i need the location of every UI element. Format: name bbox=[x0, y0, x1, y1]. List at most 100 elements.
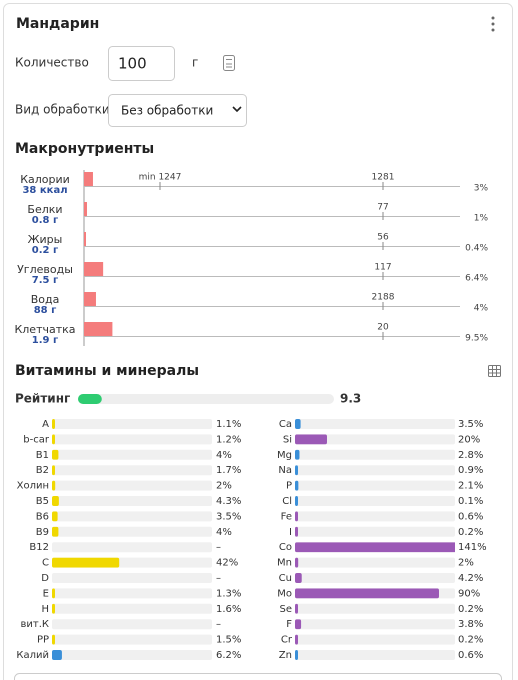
macro-amount: 0.2 г bbox=[32, 245, 58, 256]
rating-track bbox=[78, 394, 334, 404]
nutrient-name: H bbox=[41, 604, 49, 615]
nutrient-track bbox=[52, 434, 212, 445]
nutrient-percent: 3.5% bbox=[458, 419, 483, 430]
nutrient-bar bbox=[52, 449, 59, 460]
nutrient-percent: 3.5% bbox=[216, 511, 241, 522]
macros-title: Макронутриенты bbox=[15, 141, 154, 157]
nutrient-name: Mo bbox=[277, 588, 292, 599]
nutrient-track bbox=[295, 449, 455, 460]
macro-norm: 1281 bbox=[372, 173, 395, 183]
nutrient-percent: 2% bbox=[458, 558, 474, 569]
nutrient-percent: 0.2% bbox=[458, 604, 483, 615]
nutrient-name: B12 bbox=[29, 542, 49, 553]
nutrient-name: Холин bbox=[17, 481, 49, 492]
macro-name: Вода bbox=[31, 293, 60, 306]
calculator-icon[interactable] bbox=[223, 55, 235, 71]
macro-percent: 6.4% bbox=[465, 274, 488, 284]
nutrient-percent: – bbox=[216, 542, 221, 553]
macro-norm: 56 bbox=[377, 233, 389, 243]
nutrient-percent: 4.3% bbox=[216, 496, 241, 507]
nutrient-percent: 1.2% bbox=[216, 434, 241, 445]
nutrient-track bbox=[52, 573, 212, 583]
nutrient-percent: 2% bbox=[216, 481, 232, 492]
nutrient-bar bbox=[52, 434, 55, 445]
nutrient-name: вит.К bbox=[21, 619, 50, 630]
nutrient-name: D bbox=[41, 573, 49, 584]
nutrient-percent: 0.1% bbox=[458, 496, 483, 507]
amount-value: 100 bbox=[118, 55, 147, 73]
nutrient-name: A bbox=[42, 419, 49, 430]
macro-name: Углеводы bbox=[17, 263, 73, 276]
nutrient-track bbox=[295, 465, 455, 476]
macro-name: Калории bbox=[20, 173, 70, 186]
nutrient-percent: 1.6% bbox=[216, 604, 241, 615]
nutrient-name: F bbox=[286, 619, 292, 630]
nutrient-track bbox=[295, 573, 455, 583]
nutrient-bar bbox=[52, 496, 59, 506]
nutrient-track bbox=[52, 619, 212, 630]
nutrient-name: Ca bbox=[279, 419, 292, 430]
nutrient-track bbox=[52, 542, 212, 553]
table-icon[interactable] bbox=[488, 365, 501, 377]
macro-percent: 9.5% bbox=[465, 334, 488, 344]
nutrient-bar bbox=[52, 603, 55, 614]
nutrient-track bbox=[52, 480, 212, 491]
nutrient-percent: 1.3% bbox=[216, 588, 241, 599]
amount-label: Количество bbox=[15, 56, 89, 70]
nutrient-percent: 6.2% bbox=[216, 650, 241, 661]
nutrient-bar bbox=[295, 650, 298, 660]
nutrient-percent: 0.9% bbox=[458, 465, 483, 476]
processing-select[interactable] bbox=[108, 94, 247, 127]
nutrient-track bbox=[52, 526, 212, 537]
nutrient-percent: 0.2% bbox=[458, 527, 483, 538]
nutrient-percent: 4% bbox=[216, 527, 232, 538]
nutrient-bar bbox=[295, 434, 327, 445]
nutrient-track bbox=[295, 526, 455, 537]
nutrient-bar bbox=[52, 634, 55, 645]
macro-amount: 88 г bbox=[34, 305, 57, 316]
nutrient-bar bbox=[295, 419, 301, 429]
nutrient-bar bbox=[295, 449, 300, 460]
macro-percent: 0.4% bbox=[465, 244, 488, 254]
nutrient-percent: 42% bbox=[216, 558, 238, 569]
menu-button[interactable] bbox=[491, 16, 495, 32]
nutrient-name: C bbox=[42, 558, 49, 569]
macro-norm: 2188 bbox=[372, 293, 395, 303]
nutrient-name: Cu bbox=[279, 573, 292, 584]
nutrient-percent: 0.2% bbox=[458, 635, 483, 646]
nutrient-name: Si bbox=[283, 434, 292, 445]
macro-amount: 0.8 г bbox=[32, 215, 58, 226]
nutrient-percent: 1.1% bbox=[216, 419, 241, 430]
macro-norm: 77 bbox=[377, 203, 388, 213]
nutrient-track bbox=[52, 650, 212, 660]
macro-percent: 4% bbox=[474, 304, 489, 314]
macro-percent: 1% bbox=[474, 214, 489, 224]
processing-value: Без обработки bbox=[121, 104, 213, 118]
nutrient-track bbox=[295, 557, 455, 568]
nutrient-bar bbox=[52, 650, 62, 660]
amount-input[interactable] bbox=[108, 46, 175, 81]
nutrient-track bbox=[295, 480, 455, 491]
nutrient-track bbox=[295, 619, 455, 630]
macro-bar bbox=[84, 292, 96, 306]
nutrient-name: Se bbox=[280, 604, 293, 615]
macro-amount: 38 ккал bbox=[22, 185, 67, 196]
min-label: min 1247 bbox=[139, 173, 182, 183]
macro-bar bbox=[84, 262, 104, 276]
nutrient-track bbox=[52, 588, 212, 599]
macro-bar bbox=[84, 322, 113, 336]
nutrient-name: Co bbox=[279, 542, 292, 553]
nutrient-bar bbox=[295, 603, 298, 614]
nutrient-bar bbox=[295, 573, 302, 583]
macro-norm: 20 bbox=[377, 323, 389, 333]
nutrient-bar bbox=[52, 526, 59, 537]
nutrient-track bbox=[295, 496, 455, 506]
nutrient-percent: 4% bbox=[216, 450, 232, 461]
nutrient-name: B5 bbox=[36, 496, 49, 507]
select-chevron bbox=[232, 106, 242, 113]
macro-name: Белки bbox=[27, 203, 62, 216]
nutrient-track bbox=[295, 434, 455, 445]
nutrient-percent: – bbox=[216, 573, 221, 584]
nutrient-bar bbox=[52, 588, 55, 599]
bottom-button[interactable] bbox=[14, 673, 502, 680]
